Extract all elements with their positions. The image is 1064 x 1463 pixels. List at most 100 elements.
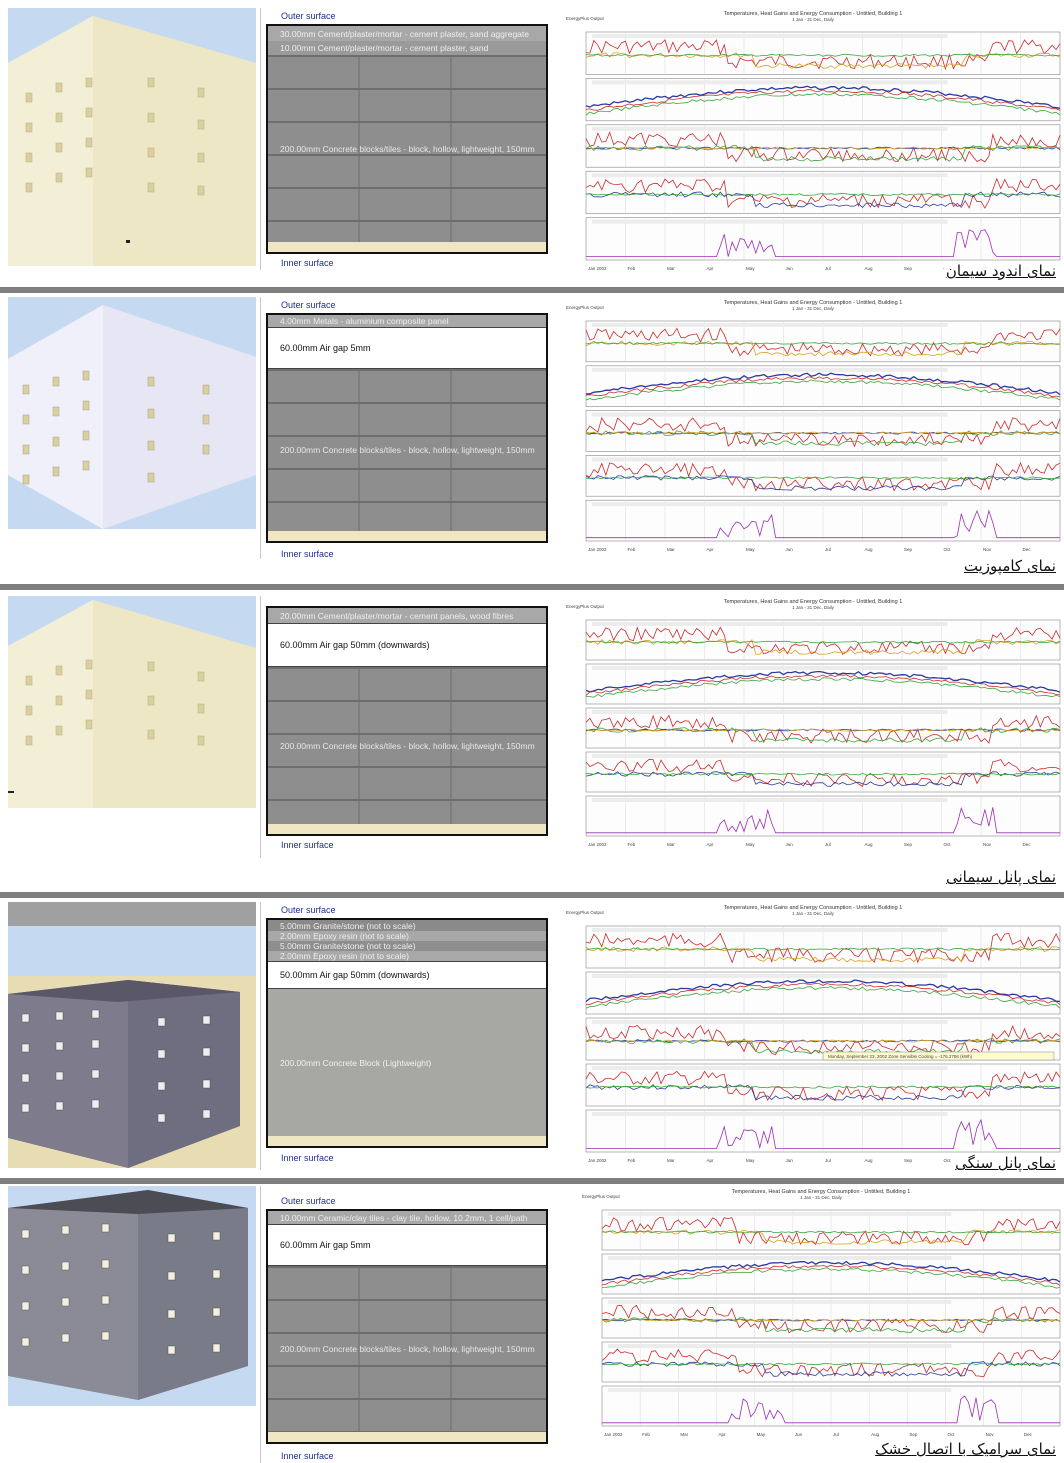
energy-chart: Temperatures, Heat Gains and Energy Cons… xyxy=(562,596,1064,854)
layer-text: 200.00mm Concrete blocks/tiles - block, … xyxy=(280,445,535,455)
chart-subplot xyxy=(585,124,1061,168)
layer-text: 60.00mm Air gap 5mm xyxy=(280,1240,371,1250)
month-tick-label: Nov xyxy=(986,1432,995,1437)
legend-strip xyxy=(608,1388,952,1392)
series-line xyxy=(585,89,1061,111)
series-line xyxy=(585,430,1061,447)
construction-layers[interactable]: 20.00mm Cement/plaster/mortar - cement p… xyxy=(266,606,548,836)
series-line xyxy=(585,376,1061,398)
legend-strip xyxy=(592,1020,948,1024)
chart-subplot xyxy=(585,31,1061,75)
legend-strip xyxy=(592,1112,948,1116)
layer: 2.00mm Epoxy resin (not to scale) xyxy=(268,951,546,961)
series-line xyxy=(585,177,1061,209)
divider xyxy=(0,892,1064,898)
month-tick-label: Aug xyxy=(871,1432,880,1437)
chart-tooltip: Monday, September 23, 2002 Zone Sensible… xyxy=(822,1051,1055,1061)
construction-layers[interactable]: 5.00mm Granite/stone (not to scale) 2.00… xyxy=(266,918,548,1148)
series-line xyxy=(585,714,1061,744)
layer xyxy=(268,531,546,541)
series-line xyxy=(585,986,1061,1009)
month-tick-label: Feb xyxy=(628,842,636,847)
legend-strip xyxy=(608,1256,952,1260)
panel-4: Outer surface 5.00mm Granite/stone (not … xyxy=(0,898,1064,1176)
energy-chart: Temperatures, Heat Gains and Energy Cons… xyxy=(562,297,1064,559)
legend-strip xyxy=(608,1300,952,1304)
series-line xyxy=(585,728,1061,732)
month-tick-label: Mar xyxy=(667,266,675,271)
series-line xyxy=(585,1039,1061,1043)
month-tick-label: Feb xyxy=(628,1158,636,1163)
month-tick-label: Apr xyxy=(707,842,715,847)
chart-subplot xyxy=(585,410,1061,452)
series-line xyxy=(601,1348,1061,1378)
wall-section: Outer surface 30.00mm Cement/plaster/mor… xyxy=(260,8,553,270)
building-render xyxy=(8,8,256,266)
chart-corner-label: EnergyPlus Output xyxy=(582,1194,621,1199)
chart-title: Temperatures, Heat Gains and Energy Cons… xyxy=(724,905,903,911)
month-tick-label: Apr xyxy=(719,1432,727,1437)
series-line xyxy=(601,1267,1061,1289)
layer xyxy=(268,1432,546,1442)
building-render xyxy=(8,297,256,529)
layer-text: 5.00mm Granite/stone (not to scale) xyxy=(280,920,416,931)
series-line xyxy=(585,639,1061,655)
series-line xyxy=(585,341,1061,345)
month-tick-label: Mar xyxy=(667,547,675,552)
series-line xyxy=(585,946,1061,963)
series-line xyxy=(601,1229,1061,1245)
layer-text: 5.00mm Granite/stone (not to scale) xyxy=(280,941,416,951)
month-tick-label: Feb xyxy=(628,266,636,271)
inner-surface-label: Inner surface xyxy=(281,258,334,268)
divider xyxy=(0,1178,1064,1184)
facade-caption: نمای پانل سنگی xyxy=(953,1154,1058,1172)
month-tick-label: Jun xyxy=(795,1432,803,1437)
series-line xyxy=(585,674,1061,696)
month-tick-label: Apr xyxy=(707,266,715,271)
series-line xyxy=(586,509,1060,539)
layer: 200.00mm Concrete blocks/tiles - block, … xyxy=(268,1266,546,1432)
month-tick-label: Jan 2002 xyxy=(588,547,607,552)
series-line xyxy=(585,146,1061,150)
month-tick-label: May xyxy=(746,1158,755,1163)
chart-subplot xyxy=(585,751,1061,793)
outer-surface-label: Outer surface xyxy=(281,1196,336,1206)
chart-subplot xyxy=(601,1297,1061,1339)
month-tick-label: Dec xyxy=(1024,1432,1033,1437)
series-line xyxy=(585,145,1061,162)
layer: 4.00mm Metals - aluminium composite pane… xyxy=(268,315,546,327)
construction-layers[interactable]: 4.00mm Metals - aluminium composite pane… xyxy=(266,313,548,543)
month-tick-label: Jan 2002 xyxy=(588,842,607,847)
construction-layers[interactable]: 30.00mm Cement/plaster/mortar - cement p… xyxy=(266,24,548,254)
layer-text: 200.00mm Concrete blocks/tiles - block, … xyxy=(280,143,535,154)
chart-subplot xyxy=(585,971,1061,1015)
layer: 200.00mm Concrete Block (Lightweight) xyxy=(268,989,546,1136)
chart-subplot xyxy=(601,1341,1061,1383)
legend-strip xyxy=(592,80,948,85)
series-line xyxy=(585,461,1061,492)
legend-strip xyxy=(592,34,948,38)
month-tick-label: Aug xyxy=(865,1158,874,1163)
layer-text: 2.00mm Epoxy resin (not to scale) xyxy=(280,931,409,941)
layer: 5.00mm Granite/stone (not to scale) xyxy=(268,941,546,951)
month-tick-label: Oct xyxy=(948,1432,956,1437)
legend-strip xyxy=(592,412,948,417)
layer: 60.00mm Air gap 5mm xyxy=(268,1224,546,1266)
layer-text: 200.00mm Concrete Block (Lightweight) xyxy=(280,1057,432,1068)
chart-subplot xyxy=(585,925,1061,969)
series-line xyxy=(585,191,1061,209)
construction-layers[interactable]: 10.00mm Ceramic/clay tiles - clay tile, … xyxy=(266,1209,548,1444)
layer: 200.00mm Concrete blocks/tiles - block, … xyxy=(268,369,546,531)
month-tick-label: Oct xyxy=(944,1158,952,1163)
chart-subplot xyxy=(585,499,1061,542)
series-line xyxy=(585,670,1061,693)
month-tick-label: Jul xyxy=(825,547,831,552)
month-tick-label: Sep xyxy=(904,1158,913,1163)
chart-subplot xyxy=(601,1253,1061,1295)
series-line xyxy=(585,475,1061,491)
chart-subplot xyxy=(585,320,1061,363)
series-line xyxy=(585,1070,1061,1102)
month-tick-label: Jul xyxy=(825,842,831,847)
month-tick-label: Jun xyxy=(786,1158,794,1163)
month-tick-label: Dec xyxy=(1023,547,1032,552)
